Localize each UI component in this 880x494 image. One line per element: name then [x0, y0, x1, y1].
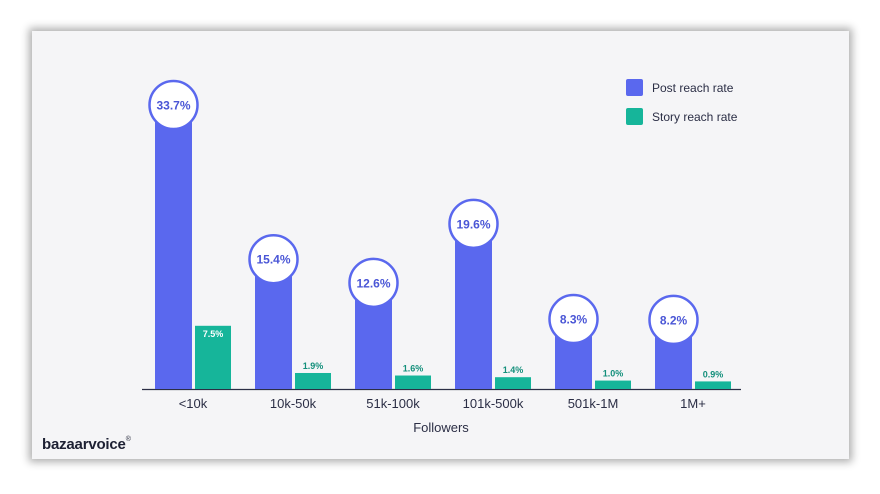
story-reach-bar — [395, 375, 431, 389]
x-tick-label: 1M+ — [680, 396, 706, 411]
post-reach-bubble — [148, 79, 199, 131]
x-axis-title: Followers — [413, 420, 469, 435]
x-tick-label: 101k-500k — [463, 396, 524, 411]
story-reach-label: 0.9% — [703, 369, 724, 379]
post-reach-label: 12.6% — [356, 276, 390, 290]
x-tick-label: 51k-100k — [366, 396, 420, 411]
post-reach-bar — [455, 223, 492, 389]
post-reach-bar — [155, 105, 192, 389]
story-reach-bar — [195, 325, 231, 389]
post-reach-bubble — [448, 198, 499, 250]
post-reach-bubble — [348, 257, 399, 309]
brand-name: bazaarvoice — [42, 436, 126, 453]
brand-logo: bazaarvoice® — [42, 436, 131, 453]
post-reach-bubble — [548, 293, 599, 345]
post-reach-bubble — [648, 294, 699, 346]
x-tick-label: 10k-50k — [270, 396, 317, 411]
post-reach-label: 15.4% — [256, 253, 290, 267]
x-tick-label: <10k — [179, 396, 208, 411]
story-reach-bar — [695, 381, 731, 389]
brand-mark: ® — [125, 436, 131, 443]
story-reach-label: 1.9% — [303, 361, 324, 371]
post-reach-bubble — [248, 233, 299, 285]
x-tick-label: 501k-1M — [568, 396, 619, 411]
post-reach-label: 8.2% — [660, 313, 688, 327]
post-reach-label: 8.3% — [560, 313, 588, 327]
post-reach-label: 33.7% — [156, 99, 190, 113]
story-reach-label: 1.0% — [603, 369, 624, 379]
story-reach-bar — [295, 372, 331, 389]
legend-label: Story reach rate — [652, 110, 738, 124]
story-reach-bar — [595, 380, 631, 389]
story-reach-label: 7.5% — [203, 329, 224, 339]
legend-label: Post reach rate — [652, 81, 734, 95]
story-reach-label: 1.6% — [403, 364, 424, 374]
legend-swatch — [626, 108, 643, 125]
story-reach-label: 1.4% — [503, 365, 524, 375]
story-reach-bar — [495, 377, 531, 389]
post-reach-label: 19.6% — [456, 217, 490, 231]
legend-swatch — [626, 79, 643, 96]
